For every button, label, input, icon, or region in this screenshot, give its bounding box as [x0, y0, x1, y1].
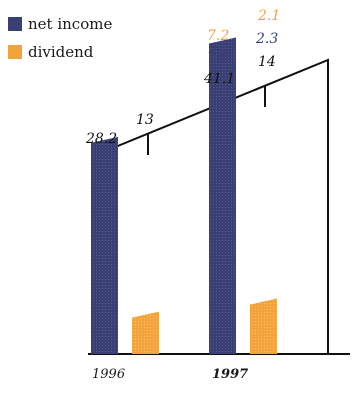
annotation-2-1: 2.1 [257, 8, 280, 24]
annotation-14: 14 [258, 54, 276, 70]
legend-label-net-income: net income [28, 15, 113, 33]
annotation-7-2: 7.2 [207, 28, 229, 44]
bar-net-income-1996 [91, 136, 118, 354]
bar-net-income-1997 [209, 37, 236, 354]
annotation-13: 13 [136, 112, 154, 128]
annotation-7-9: 7.9 [207, 49, 229, 65]
annotation-41-1: 41.1 [203, 71, 235, 87]
bar-dividend-1996 [132, 311, 159, 354]
category-label-1996: 1996 [92, 367, 125, 382]
legend-item-net-income: net income [8, 10, 112, 38]
legend: net income dividend [8, 10, 112, 66]
legend-label-dividend: dividend [28, 43, 94, 61]
legend-item-dividend: dividend [8, 38, 112, 66]
trend-line [102, 58, 329, 354]
annotation-2-3: 2.3 [255, 31, 278, 47]
category-label-1997: 1997 [212, 367, 248, 382]
annotation-28-2: 28.2 [85, 131, 117, 147]
legend-swatch-net-income [8, 17, 22, 31]
bar-dividend-1997 [250, 298, 277, 354]
legend-swatch-dividend [8, 45, 22, 59]
